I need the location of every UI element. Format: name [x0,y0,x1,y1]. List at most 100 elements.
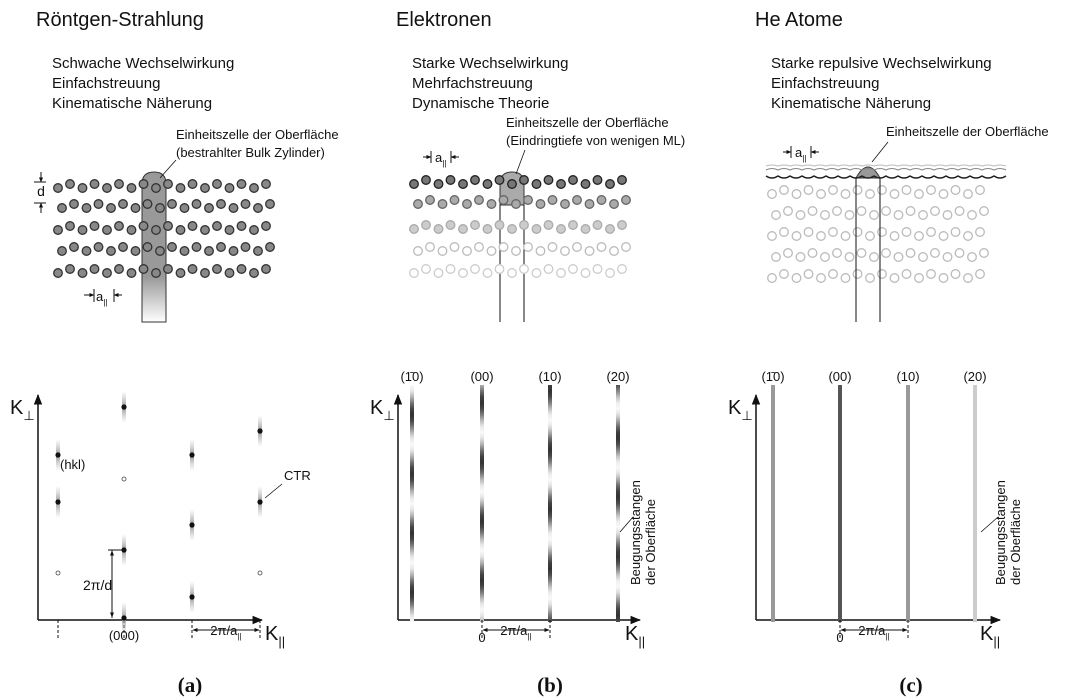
lattice-label-sub: || [442,158,446,168]
atom [772,211,781,220]
atom [544,176,553,185]
atom [262,222,271,231]
period-label: 2π/a|| [210,623,241,641]
axis-label: K⊥ [10,397,35,423]
rod-label: (20) [606,369,629,384]
bragg-spot [121,615,126,620]
atom [931,207,940,216]
atom [561,247,570,256]
atom [201,184,210,193]
atom [544,221,553,230]
atom [845,253,854,262]
atom [115,222,124,231]
annotation: Einheitszelle der Oberfläche [886,124,1049,139]
atom [915,190,924,199]
atom [927,228,936,237]
atom [495,221,504,230]
atom [561,200,570,209]
atom [878,228,887,237]
atom [804,228,813,237]
atom [495,176,504,185]
atom [890,232,899,241]
axis-label-sub: ⊥ [383,408,394,423]
atom [188,222,197,231]
atom [414,200,423,209]
period-label-sub: || [527,631,531,641]
figure: Röntgen-StrahlungSchwache Wechselwirkung… [0,0,1086,699]
atom [143,200,152,209]
atom [768,274,777,283]
atom [139,180,148,189]
atom [544,265,553,274]
atom [434,225,443,234]
atom [164,265,173,274]
period-label: 2π/a|| [858,623,889,641]
atom [90,180,99,189]
atom [581,225,590,234]
bragg-spot [189,452,194,457]
atom [792,232,801,241]
atom [573,243,582,252]
atom [772,253,781,262]
atom [512,247,521,256]
atom [606,269,615,278]
atom [192,243,201,252]
spacing-label: 2π/d [83,577,112,593]
atom [250,226,259,235]
atom [536,200,545,209]
atom [66,265,75,274]
atom [597,196,606,205]
axis-label: K|| [265,623,285,649]
atom [808,207,817,216]
atom [780,228,789,237]
rod-label: (1̄0) [400,369,423,384]
atom [951,228,960,237]
atom [955,249,964,258]
atom [585,247,594,256]
atom [192,200,201,209]
atom [459,269,468,278]
atom [119,243,128,252]
atom [66,180,75,189]
atom [107,247,116,256]
atom [262,265,271,274]
atom [471,221,480,230]
origin-label: (000) [109,628,139,643]
atom [115,265,124,274]
atom [968,253,977,262]
atom [833,249,842,258]
property-line: Einfachstreuung [771,75,879,92]
atom [532,269,541,278]
atom [524,196,533,205]
bragg-spot [121,547,126,552]
atom [422,265,431,274]
origin-label: 0 [836,630,843,645]
rod-label: (00) [828,369,851,384]
atom [459,225,468,234]
atom [964,190,973,199]
atom [557,269,566,278]
atom [964,274,973,283]
atom [414,247,423,256]
property-line: Kinematische Näherung [771,95,931,112]
atom [841,190,850,199]
rod-annotation: Beugungsstangen [628,480,643,585]
atom [593,221,602,230]
atom [176,184,185,193]
atom [817,190,826,199]
atom [915,232,924,241]
axis-label-base: K [370,397,384,419]
surface-wave [766,176,1006,178]
atom [976,228,985,237]
atom [927,270,936,279]
atom [254,204,263,213]
atom [70,243,79,252]
spot-label: (hkl) [60,457,85,472]
atom [951,186,960,195]
atom [90,222,99,231]
atom [127,184,136,193]
atom [610,200,619,209]
atom [446,176,455,185]
atom [487,200,496,209]
atom [446,265,455,274]
